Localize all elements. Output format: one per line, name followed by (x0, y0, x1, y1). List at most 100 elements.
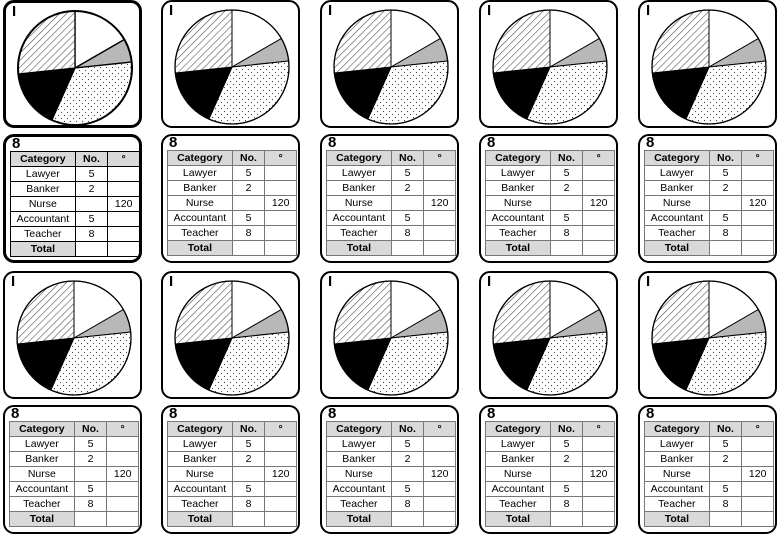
degrees-cell[interactable] (741, 180, 774, 196)
degrees-cell[interactable] (582, 210, 615, 226)
degrees-cell[interactable]: 120 (107, 196, 139, 212)
degrees-cell[interactable] (264, 225, 297, 241)
total-value-cell[interactable] (549, 240, 584, 256)
number-cell[interactable]: 5 (390, 481, 425, 497)
degrees-cell[interactable] (741, 496, 774, 512)
number-cell[interactable]: 2 (549, 451, 584, 467)
degrees-cell[interactable] (741, 165, 774, 181)
total-value-cell[interactable] (231, 511, 266, 527)
degrees-cell[interactable] (582, 225, 615, 241)
total-value-cell[interactable] (74, 241, 109, 257)
degrees-cell[interactable]: 120 (423, 466, 456, 482)
degrees-cell[interactable] (423, 496, 456, 512)
number-cell[interactable]: 5 (549, 481, 584, 497)
degrees-cell[interactable] (582, 451, 615, 467)
degrees-cell[interactable] (741, 210, 774, 226)
degrees-cell[interactable] (741, 436, 774, 452)
total-value-cell[interactable] (582, 240, 615, 256)
degrees-cell[interactable] (582, 165, 615, 181)
degrees-cell[interactable]: 120 (106, 466, 139, 482)
number-cell[interactable] (231, 195, 266, 211)
degrees-cell[interactable]: 120 (423, 195, 456, 211)
degrees-cell[interactable] (423, 225, 456, 241)
number-cell[interactable]: 5 (708, 165, 743, 181)
degrees-cell[interactable] (423, 481, 456, 497)
degrees-cell[interactable] (423, 165, 456, 181)
number-cell[interactable]: 5 (73, 436, 108, 452)
number-cell[interactable]: 5 (231, 165, 266, 181)
number-cell[interactable] (73, 466, 108, 482)
degrees-cell[interactable] (264, 180, 297, 196)
degrees-cell[interactable] (106, 496, 139, 512)
number-cell[interactable]: 2 (231, 180, 266, 196)
degrees-cell[interactable] (106, 436, 139, 452)
degrees-cell[interactable] (741, 225, 774, 241)
number-cell[interactable]: 8 (708, 225, 743, 241)
degrees-cell[interactable] (741, 481, 774, 497)
number-cell[interactable]: 5 (231, 436, 266, 452)
number-cell[interactable]: 5 (390, 210, 425, 226)
number-cell[interactable]: 8 (549, 496, 584, 512)
number-cell[interactable] (708, 466, 743, 482)
degrees-cell[interactable] (741, 451, 774, 467)
number-cell[interactable]: 2 (708, 180, 743, 196)
total-value-cell[interactable] (741, 240, 774, 256)
degrees-cell[interactable] (582, 481, 615, 497)
number-cell[interactable]: 2 (74, 181, 109, 197)
degrees-cell[interactable] (106, 451, 139, 467)
number-cell[interactable]: 2 (390, 180, 425, 196)
number-cell[interactable]: 2 (390, 451, 425, 467)
total-value-cell[interactable] (549, 511, 584, 527)
number-cell[interactable]: 8 (74, 226, 109, 242)
total-value-cell[interactable] (264, 240, 297, 256)
degrees-cell[interactable] (106, 481, 139, 497)
degrees-cell[interactable] (264, 451, 297, 467)
number-cell[interactable]: 8 (231, 225, 266, 241)
total-value-cell[interactable] (423, 511, 456, 527)
degrees-cell[interactable] (582, 180, 615, 196)
number-cell[interactable]: 2 (549, 180, 584, 196)
total-value-cell[interactable] (107, 241, 139, 257)
number-cell[interactable]: 5 (549, 210, 584, 226)
degrees-cell[interactable] (264, 436, 297, 452)
number-cell[interactable] (708, 195, 743, 211)
degrees-cell[interactable] (264, 481, 297, 497)
number-cell[interactable]: 5 (74, 211, 109, 227)
number-cell[interactable]: 5 (549, 436, 584, 452)
number-cell[interactable]: 5 (231, 481, 266, 497)
degrees-cell[interactable] (582, 436, 615, 452)
degrees-cell[interactable] (107, 166, 139, 182)
number-cell[interactable]: 5 (390, 436, 425, 452)
degrees-cell[interactable]: 120 (741, 195, 774, 211)
total-value-cell[interactable] (708, 240, 743, 256)
total-value-cell[interactable] (264, 511, 297, 527)
total-value-cell[interactable] (423, 240, 456, 256)
number-cell[interactable]: 5 (74, 166, 109, 182)
degrees-cell[interactable] (423, 451, 456, 467)
number-cell[interactable] (549, 195, 584, 211)
degrees-cell[interactable] (423, 210, 456, 226)
degrees-cell[interactable]: 120 (582, 195, 615, 211)
number-cell[interactable]: 8 (231, 496, 266, 512)
number-cell[interactable] (390, 195, 425, 211)
degrees-cell[interactable]: 120 (264, 466, 297, 482)
number-cell[interactable]: 2 (231, 451, 266, 467)
total-value-cell[interactable] (582, 511, 615, 527)
number-cell[interactable]: 5 (390, 165, 425, 181)
total-value-cell[interactable] (106, 511, 139, 527)
number-cell[interactable]: 5 (708, 436, 743, 452)
total-value-cell[interactable] (741, 511, 774, 527)
degrees-cell[interactable]: 120 (741, 466, 774, 482)
total-value-cell[interactable] (73, 511, 108, 527)
number-cell[interactable] (390, 466, 425, 482)
number-cell[interactable] (231, 466, 266, 482)
degrees-cell[interactable] (107, 181, 139, 197)
number-cell[interactable]: 2 (708, 451, 743, 467)
degrees-cell[interactable] (264, 165, 297, 181)
degrees-cell[interactable] (264, 210, 297, 226)
degrees-cell[interactable] (582, 496, 615, 512)
number-cell[interactable]: 8 (708, 496, 743, 512)
number-cell[interactable]: 8 (390, 225, 425, 241)
number-cell[interactable]: 5 (231, 210, 266, 226)
degrees-cell[interactable]: 120 (264, 195, 297, 211)
